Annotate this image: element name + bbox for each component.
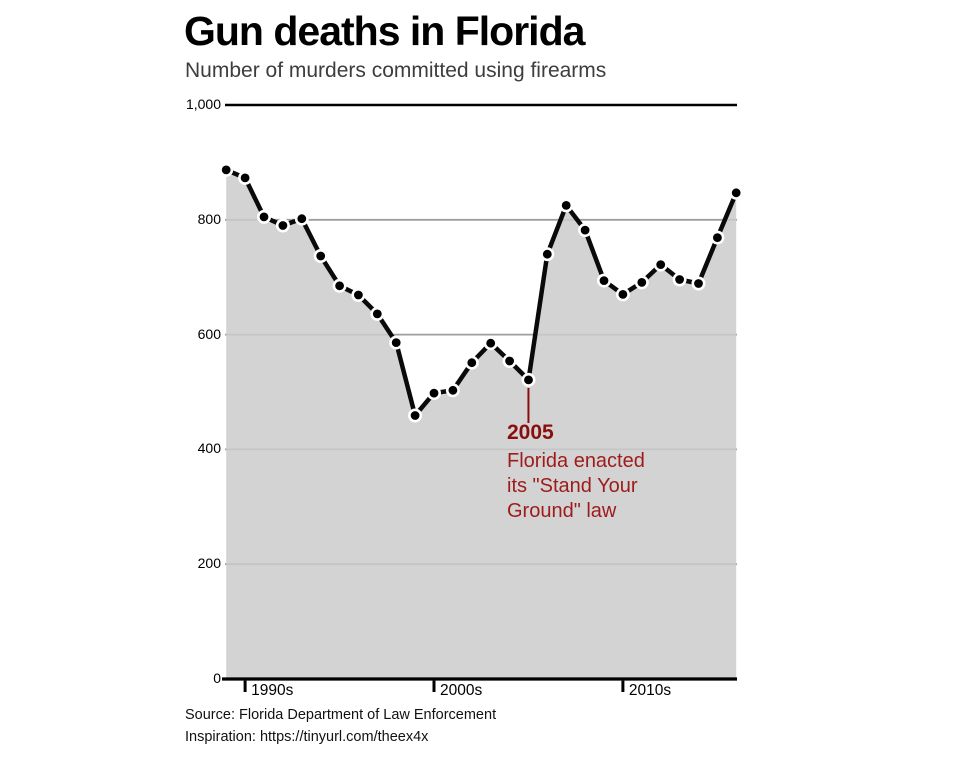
y-axis-labels: 0 200 400 600 800 1,000 xyxy=(0,0,221,700)
data-point-1997 xyxy=(370,306,385,321)
y-axis-label-800: 800 xyxy=(197,210,221,227)
chart-subtitle: Number of murders committed using firear… xyxy=(185,59,607,82)
data-point-1995 xyxy=(332,278,347,293)
footer-notes: Source: Florida Department of Law Enforc… xyxy=(185,704,496,748)
annotation-2005: 2005 Florida enacted its "Stand Your Gro… xyxy=(507,421,697,524)
data-point-2008 xyxy=(578,223,593,238)
y-axis-label-1000: 1,000 xyxy=(185,96,221,112)
source-note: Source: Florida Department of Law Enforc… xyxy=(185,707,497,723)
data-point-1990 xyxy=(238,170,253,185)
data-point-1999 xyxy=(408,408,423,423)
data-point-1992 xyxy=(275,218,290,233)
data-point-2001 xyxy=(445,383,460,398)
data-point-2013 xyxy=(672,272,687,287)
data-point-2009 xyxy=(596,273,611,288)
data-point-2014 xyxy=(691,276,706,291)
data-point-1993 xyxy=(294,211,309,226)
x-axis-label-1990s: 1990s xyxy=(251,682,294,699)
y-axis-label-0: 0 xyxy=(213,670,221,686)
data-point-1991 xyxy=(256,209,271,224)
data-point-2004 xyxy=(502,353,517,368)
data-point-1998 xyxy=(389,335,404,350)
data-point-2010 xyxy=(615,287,630,302)
data-point-2000 xyxy=(426,386,441,401)
data-point-1996 xyxy=(351,287,366,302)
data-point-2003 xyxy=(483,336,498,351)
data-point-2012 xyxy=(653,257,668,272)
data-point-2015 xyxy=(710,230,725,245)
annotation-text-line: Florida enacted xyxy=(507,450,645,472)
x-axis-label-2000s: 2000s xyxy=(440,682,483,699)
inspiration-note: Inspiration: https://tinyurl.com/theex4x xyxy=(185,729,429,745)
data-point-2002 xyxy=(464,355,479,370)
annotation-text-line: Ground" law xyxy=(507,500,617,522)
y-axis-label-600: 600 xyxy=(197,325,221,342)
annotation-year: 2005 xyxy=(507,421,554,444)
data-point-1994 xyxy=(313,249,328,264)
data-line xyxy=(223,167,739,418)
chart-title: Gun deaths in Florida xyxy=(184,8,585,54)
y-axis-label-400: 400 xyxy=(197,440,221,457)
data-point-2016 xyxy=(729,185,744,200)
y-axis-label-200: 200 xyxy=(197,555,221,572)
data-point-2007 xyxy=(559,198,574,213)
data-point-2011 xyxy=(634,275,649,290)
data-point-2006 xyxy=(540,247,555,262)
data-point-1989 xyxy=(219,162,234,177)
data-point-2005 xyxy=(521,372,536,387)
x-axis-label-2010s: 2010s xyxy=(628,682,672,699)
annotation-text-line: its "Stand Your xyxy=(507,475,638,497)
